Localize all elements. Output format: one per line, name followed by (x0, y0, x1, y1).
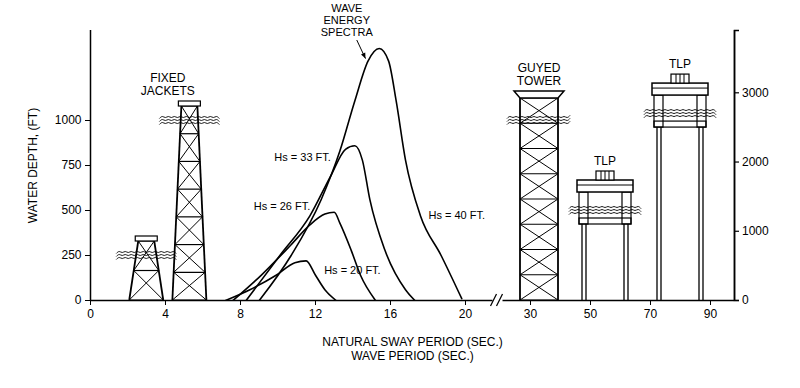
svg-text:3000: 3000 (742, 86, 769, 100)
svg-text:20: 20 (459, 307, 473, 321)
svg-text:1000: 1000 (55, 113, 82, 127)
svg-text:250: 250 (61, 248, 81, 262)
svg-text:Hs = 33 FT.: Hs = 33 FT. (274, 151, 331, 163)
svg-text:4: 4 (162, 307, 169, 321)
svg-text:Hs = 26 FT.: Hs = 26 FT. (254, 200, 311, 212)
svg-text:500: 500 (61, 203, 81, 217)
svg-text:750: 750 (61, 158, 81, 172)
svg-text:30: 30 (524, 307, 538, 321)
svg-text:8: 8 (237, 307, 244, 321)
svg-text:16: 16 (384, 307, 398, 321)
svg-text:WATER DEPTH, (FT): WATER DEPTH, (FT) (26, 108, 40, 223)
svg-text:WAVEENERGYSPECTRA: WAVEENERGYSPECTRA (321, 2, 374, 38)
svg-text:0: 0 (75, 293, 82, 307)
svg-text:0: 0 (87, 307, 94, 321)
svg-text:1000: 1000 (742, 224, 769, 238)
svg-text:Hs = 40 FT.: Hs = 40 FT. (429, 209, 486, 221)
svg-text:0: 0 (742, 293, 749, 307)
svg-text:70: 70 (644, 307, 658, 321)
svg-text:TLP: TLP (594, 154, 616, 168)
svg-text:90: 90 (704, 307, 718, 321)
svg-text:TLP: TLP (669, 57, 691, 71)
svg-text:12: 12 (309, 307, 323, 321)
svg-text:2000: 2000 (742, 155, 769, 169)
svg-text:GUYEDTOWER: GUYEDTOWER (517, 61, 562, 88)
svg-text:NATURAL SWAY PERIOD (SEC.)WAVE: NATURAL SWAY PERIOD (SEC.)WAVE PERIOD (S… (322, 335, 502, 363)
svg-text:50: 50 (584, 307, 598, 321)
svg-text:Hs = 20 FT.: Hs = 20 FT. (324, 264, 381, 276)
svg-text:FIXEDJACKETS: FIXEDJACKETS (141, 71, 195, 98)
